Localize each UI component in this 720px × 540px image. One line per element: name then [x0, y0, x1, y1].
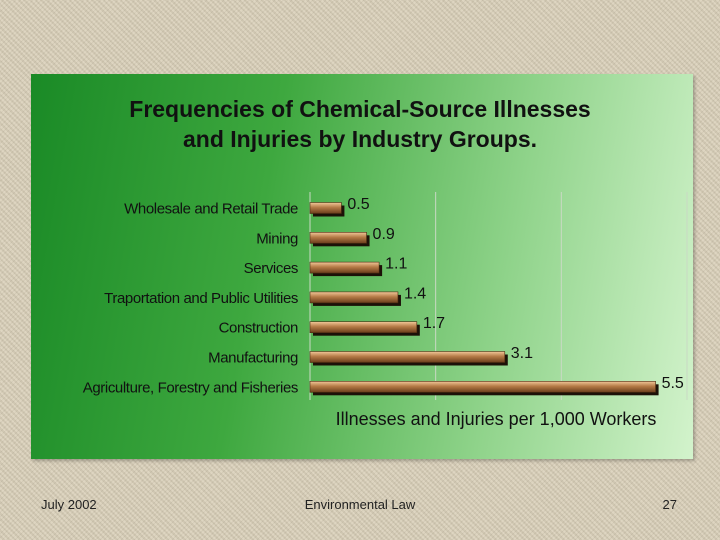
data-label: 1.1	[385, 256, 407, 273]
bar	[309, 261, 380, 274]
category-label: Construction	[219, 320, 298, 337]
category-labels: Wholesale and Retail Trade Mining Services…	[83, 201, 299, 397]
chart-title: Frequencies of Chemical-Source Illnesses…	[0, 94, 720, 154]
gridlines	[309, 192, 688, 400]
category-label: Services	[244, 260, 298, 277]
category-label: Manufacturing	[208, 350, 298, 367]
data-labels: 0.50.9 1.1 1.4 1.7 3.1 5.5	[347, 196, 684, 392]
data-label: 5.5	[662, 375, 684, 392]
bar	[309, 202, 342, 214]
chart-title-line-1: Frequencies of Chemical-Source Illnesses	[129, 96, 591, 122]
bar	[309, 351, 506, 363]
bar	[309, 291, 399, 304]
category-label: Mining	[256, 230, 298, 247]
category-label: Wholesale and Retail Trade	[124, 201, 298, 218]
bar	[309, 380, 656, 393]
bars	[309, 202, 659, 396]
data-label: 0.5	[347, 196, 369, 213]
chart-title-line-2: and Injuries by Industry Groups.	[183, 126, 537, 152]
data-label: 1.7	[423, 315, 445, 332]
footer-date: July 2002	[41, 497, 97, 512]
category-label: Traportation and Public Utilities	[104, 290, 298, 307]
footer-course: Environmental Law	[304, 497, 416, 512]
category-label: Agriculture, Forestry and Fisheries	[83, 379, 298, 396]
bar	[309, 232, 367, 244]
data-label: 0.9	[373, 226, 395, 243]
x-axis-label: Illnesses and Injuries per 1,000 Workers	[336, 409, 657, 429]
footer-page-number: 27	[662, 497, 677, 512]
data-label: 1.4	[404, 285, 426, 302]
bar	[309, 321, 418, 334]
data-label: 3.1	[511, 345, 533, 362]
